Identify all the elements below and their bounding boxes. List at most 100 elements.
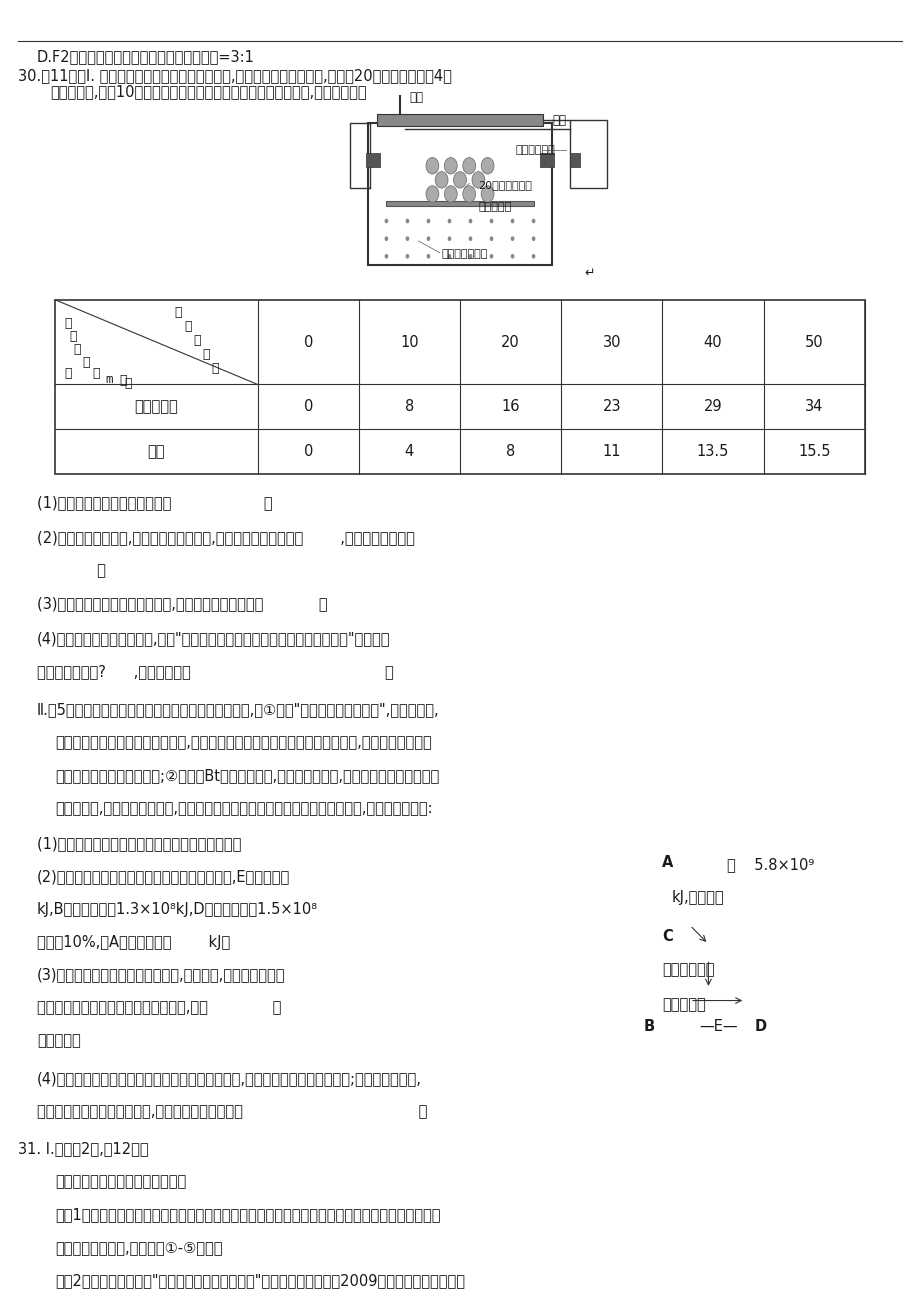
Text: 为    5.8×10⁹: 为 5.8×10⁹ [726,857,813,872]
Circle shape [448,254,451,259]
Text: （: （ [193,333,200,346]
Circle shape [405,219,409,224]
Text: 11: 11 [602,444,620,460]
Text: 物: 物 [119,374,127,387]
Text: ）: ） [124,378,131,391]
Text: 用部位或作用原理,如甲图中①-⑤所示。: 用部位或作用原理,如甲图中①-⑤所示。 [55,1241,222,1255]
Text: 8: 8 [505,444,515,460]
Bar [570,152,579,167]
Circle shape [426,254,430,259]
Circle shape [384,219,388,224]
Text: 距: 距 [74,344,81,357]
Text: 15.5: 15.5 [797,444,830,460]
Text: 10: 10 [400,335,418,350]
Circle shape [489,237,493,241]
Circle shape [453,172,466,187]
Text: 材料1：医学上常使用抗生素治疗由细菌所引起的疾病。甲图简要表示不同种类的抗生素对细菌的作: 材料1：医学上常使用抗生素治疗由细菌所引起的疾病。甲图简要表示不同种类的抗生素对… [55,1207,440,1223]
Text: 虽有危害水稻的病菌、害虫和杂草,但鱼的活动可起到除虫、松土和增氧的作用,红萍叶片内的蓝藻: 虽有危害水稻的病菌、害虫和杂草,但鱼的活动可起到除虫、松土和增氧的作用,红萍叶片… [55,734,432,750]
Circle shape [448,237,451,241]
Circle shape [444,158,457,174]
Circle shape [462,158,475,174]
Text: 20粒萌发的种子: 20粒萌发的种子 [478,180,532,190]
Text: 浓氢氧化钠溶液: 浓氢氧化钠溶液 [441,249,487,259]
Text: (2)分析表格中的数据,进行种子萌发实验时,有色液体移动的方向是        ,移动的最大速率是: (2)分析表格中的数据,进行种子萌发实验时,有色液体移动的方向是 ,移动的最大速… [37,530,414,546]
Text: 13.5: 13.5 [696,444,729,460]
Circle shape [510,254,514,259]
Text: 蚯蚓: 蚯蚓 [147,444,165,460]
Text: 29: 29 [703,400,721,414]
Text: m: m [106,372,113,385]
Circle shape [462,186,475,202]
Text: kJ,B种群的能量为1.3×10⁸kJ,D种群的能量为1.5×10⁸: kJ,B种群的能量为1.3×10⁸kJ,D种群的能量为1.5×10⁸ [37,902,317,917]
Text: B: B [643,1019,654,1034]
Text: 23: 23 [602,400,620,414]
Circle shape [471,172,484,187]
Text: 动: 动 [69,331,76,344]
Text: C: C [662,928,673,944]
Text: 50: 50 [804,335,823,350]
Circle shape [426,237,430,241]
Circle shape [384,237,388,241]
Text: 有孔的平台: 有孔的平台 [478,202,511,212]
Circle shape [531,254,535,259]
Bar [386,201,533,206]
Bar [570,120,607,187]
Text: 间: 间 [184,320,191,333]
Circle shape [405,237,409,241]
Text: 一滴有色液体: 一滴有色液体 [515,145,554,155]
Circle shape [468,254,471,259]
Text: (3)由于稻田土壤小动物活动能力强,身体微小,因此不适于用样: (3)由于稻田土壤小动物活动能力强,身体微小,因此不适于用样 [37,967,285,983]
Text: 针筒: 针筒 [409,91,423,104]
Text: 材料2：三位科学家因对"核糖体结构和功能的研究"取得突出成就而获得2009年诺贝尔化学奖。他们: 材料2：三位科学家因对"核糖体结构和功能的研究"取得突出成就而获得2009年诺贝… [55,1273,465,1288]
Text: 离: 离 [83,357,90,370]
Text: D.F2自交子代的表现型及比例为右旋：左旋=3:1: D.F2自交子代的表现型及比例为右旋：左旋=3:1 [37,49,255,64]
Text: 方法进行采: 方法进行采 [662,997,706,1012]
Text: ↵: ↵ [584,267,594,280]
Circle shape [510,237,514,241]
Bar [55,299,864,474]
Text: 。: 。 [37,564,106,578]
Text: 4: 4 [404,444,414,460]
Text: (1)指出在稻一萍一鱼生态系统中存在的种间关系：: (1)指出在稻一萍一鱼生态系统中存在的种间关系： [37,836,421,852]
Text: 30: 30 [602,335,620,350]
Text: (4)如果由于上游地区一农药厂的污染废水排入河流,造成该地农田土壤环境恶化;经过一段时间后,: (4)如果由于上游地区一农药厂的污染废水排入河流,造成该地农田土壤环境恶化;经过… [37,1072,421,1086]
Circle shape [444,186,457,202]
Text: Ⅱ.（5分）近年来在防治稻田虫害方面进行了多种尝试,如①构建"稻一萍一鱼生态系统",在该系统中,: Ⅱ.（5分）近年来在防治稻田虫害方面进行了多种尝试,如①构建"稻一萍一鱼生态系统… [37,702,439,717]
Text: 移: 移 [64,318,72,331]
Text: (4)某同学根据表格中的数据,得出"萌发的种子的呼吸速率比蚯蚓的呼吸速率大"的结论。: (4)某同学根据表格中的数据,得出"萌发的种子的呼吸速率比蚯蚓的呼吸速率大"的结… [37,631,390,646]
Bar [368,124,551,264]
Text: ）: ） [211,362,219,375]
Text: 萌发的种子: 萌发的种子 [134,400,178,414]
Text: 16: 16 [501,400,519,414]
Circle shape [489,254,493,259]
Circle shape [531,219,535,224]
Text: 集、调查。: 集、调查。 [37,1034,81,1048]
Text: D: D [754,1019,766,1034]
Circle shape [425,186,438,202]
Bar [377,115,542,126]
Text: —E—: —E— [698,1019,737,1034]
Circle shape [481,158,494,174]
Text: 你认为是否正确?      ,请说明理由：                                          。: 你认为是否正确? ,请说明理由： 。 [37,664,393,680]
Circle shape [510,219,514,224]
Text: 固氮可促进红萍和水稻生长;②培育转Bt基因抗虫水稻,减少虫害。此外,一些水稻遭遇虫害时会释: 固氮可促进红萍和水稻生长;②培育转Bt基因抗虫水稻,减少虫害。此外,一些水稻遭遇… [55,768,439,783]
Text: 40: 40 [703,335,721,350]
Text: kJ,能量传递: kJ,能量传递 [671,891,723,905]
Text: 效率为10%,则A种群的能量是        kJ。: 效率为10%,则A种群的能量是 kJ。 [37,935,230,949]
Text: 0: 0 [303,444,312,460]
Text: (3)动物和萌发的种子实验都表明,有色液滴移动的趋势是            。: (3)动物和萌发的种子实验都表明,有色液滴移动的趋势是 。 [37,596,327,611]
Circle shape [384,254,388,259]
Text: 刻度: 刻度 [551,115,565,128]
Circle shape [481,186,494,202]
Text: 捕法进行调查。在进行丰富度的研究时,常用              的: 捕法进行调查。在进行丰富度的研究时,常用 的 [37,1000,281,1016]
Text: 生: 生 [64,367,72,380]
Text: (2)若该生态系统中生物还存在如右图所示的关系,E种群的能量: (2)若该生态系统中生物还存在如右图所示的关系,E种群的能量 [37,868,289,884]
Text: 31. Ⅰ.（每空2分,共12分）: 31. Ⅰ.（每空2分,共12分） [18,1142,149,1156]
Text: 分: 分 [202,348,210,361]
Circle shape [435,172,448,187]
Circle shape [405,254,409,259]
Bar [539,152,553,167]
Circle shape [531,237,535,241]
Text: 20: 20 [501,335,519,350]
Bar [349,124,369,187]
